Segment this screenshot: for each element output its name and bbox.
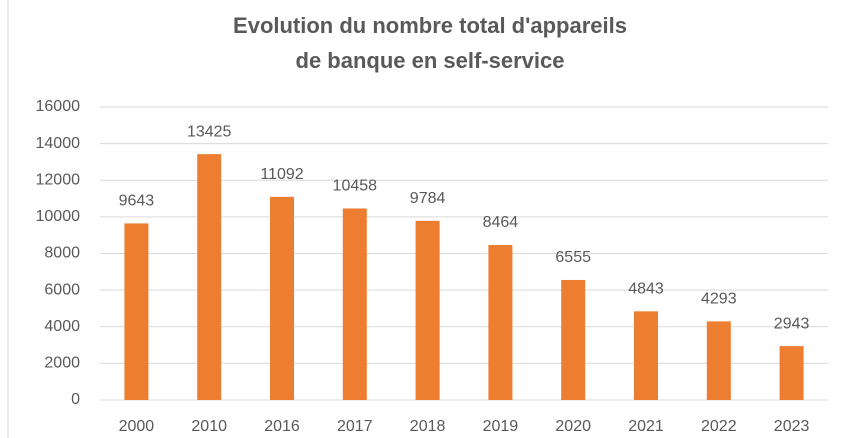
x-tick-label: 2018 (410, 418, 446, 435)
data-label: 11092 (260, 166, 303, 183)
data-label: 6555 (555, 249, 591, 266)
y-tick-label: 12000 (36, 171, 81, 188)
bar (124, 223, 149, 400)
data-label: 4293 (701, 291, 737, 308)
y-tick-label: 4000 (44, 318, 80, 335)
y-tick-label: 16000 (36, 98, 81, 115)
x-tick-label: 2019 (483, 418, 519, 435)
bar (561, 279, 586, 400)
y-tick-label: 2000 (44, 355, 80, 372)
bar (634, 311, 658, 400)
bar (197, 154, 222, 400)
data-label: 10458 (333, 178, 378, 195)
bar (415, 220, 440, 400)
data-label: 2943 (774, 315, 810, 332)
x-tick-label: 2017 (337, 418, 373, 435)
data-label: 13425 (187, 123, 232, 140)
data-label: 9784 (410, 190, 446, 207)
x-tick-label: 2022 (701, 418, 737, 435)
y-tick-label: 8000 (44, 245, 80, 262)
x-tick-label: 2010 (191, 418, 227, 435)
y-tick-label: 6000 (44, 281, 80, 298)
bar (706, 321, 731, 400)
y-tick-label: 14000 (36, 135, 81, 152)
chart-title: Evolution du nombre total d'appareils de… (233, 13, 627, 73)
x-tick-label: 2021 (628, 418, 664, 435)
bar (488, 245, 513, 400)
x-tick-label: 2000 (119, 418, 155, 435)
y-tick-label: 10000 (36, 208, 81, 225)
bar (270, 196, 294, 400)
y-tick-label: 0 (71, 391, 80, 408)
x-tick-label: 2023 (774, 418, 810, 435)
bar (779, 346, 804, 400)
data-label: 9643 (119, 193, 155, 210)
x-tick-label: 2016 (264, 418, 300, 435)
x-tick-label: 2020 (555, 418, 591, 435)
data-label: 4843 (628, 281, 664, 298)
data-label: 8464 (483, 214, 519, 231)
bar (342, 208, 367, 400)
